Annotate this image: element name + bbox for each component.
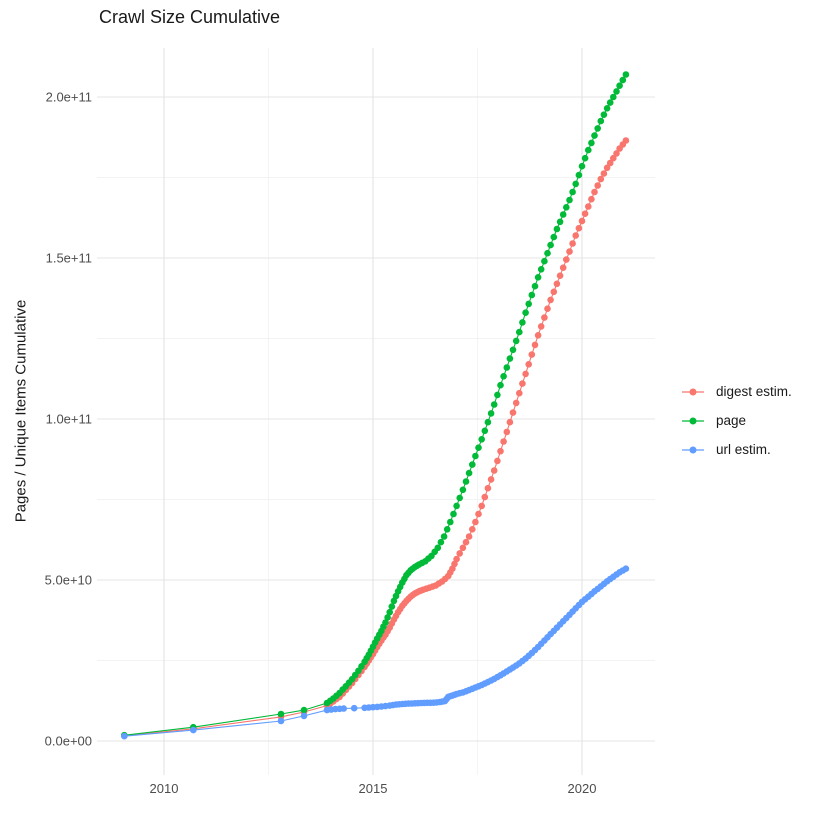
legend-item-digest-estim: digest estim. (681, 377, 792, 406)
y-tick-label-1_5e11: 1.5e+11 (45, 250, 92, 266)
series-url-estim- (121, 565, 630, 740)
x-tick-label-2020: 2020 (567, 781, 597, 796)
series-page (121, 71, 630, 739)
gridlines-minor (97, 48, 655, 775)
y-tick-label-1e11: 1.0e+11 (45, 411, 92, 427)
gridlines-major (97, 48, 655, 775)
y-tick-label-0e00: 0.0e+00 (44, 733, 92, 749)
legend-item-page: page (681, 406, 792, 435)
y-tick-label-5e10: 5.0e+10 (44, 572, 92, 588)
legend-key-digest-estim-icon (682, 388, 704, 395)
x-tick-label-2015: 2015 (358, 781, 388, 796)
legend-key-page-icon (682, 417, 704, 424)
legend-label-digest-estim: digest estim. (716, 384, 792, 399)
legend-item-url-estim: url estim. (681, 435, 792, 464)
chart-title: Crawl Size Cumulative (99, 7, 281, 27)
legend-label-url-estim: url estim. (716, 442, 771, 457)
legend: digest estim. page url estim. (681, 377, 792, 464)
x-tick-label-2010: 2010 (149, 781, 179, 796)
legend-label-page: page (716, 413, 747, 428)
legend-key-url-estim-icon (682, 446, 704, 453)
y-tick-label-2e11: 2.0e+11 (45, 89, 92, 105)
